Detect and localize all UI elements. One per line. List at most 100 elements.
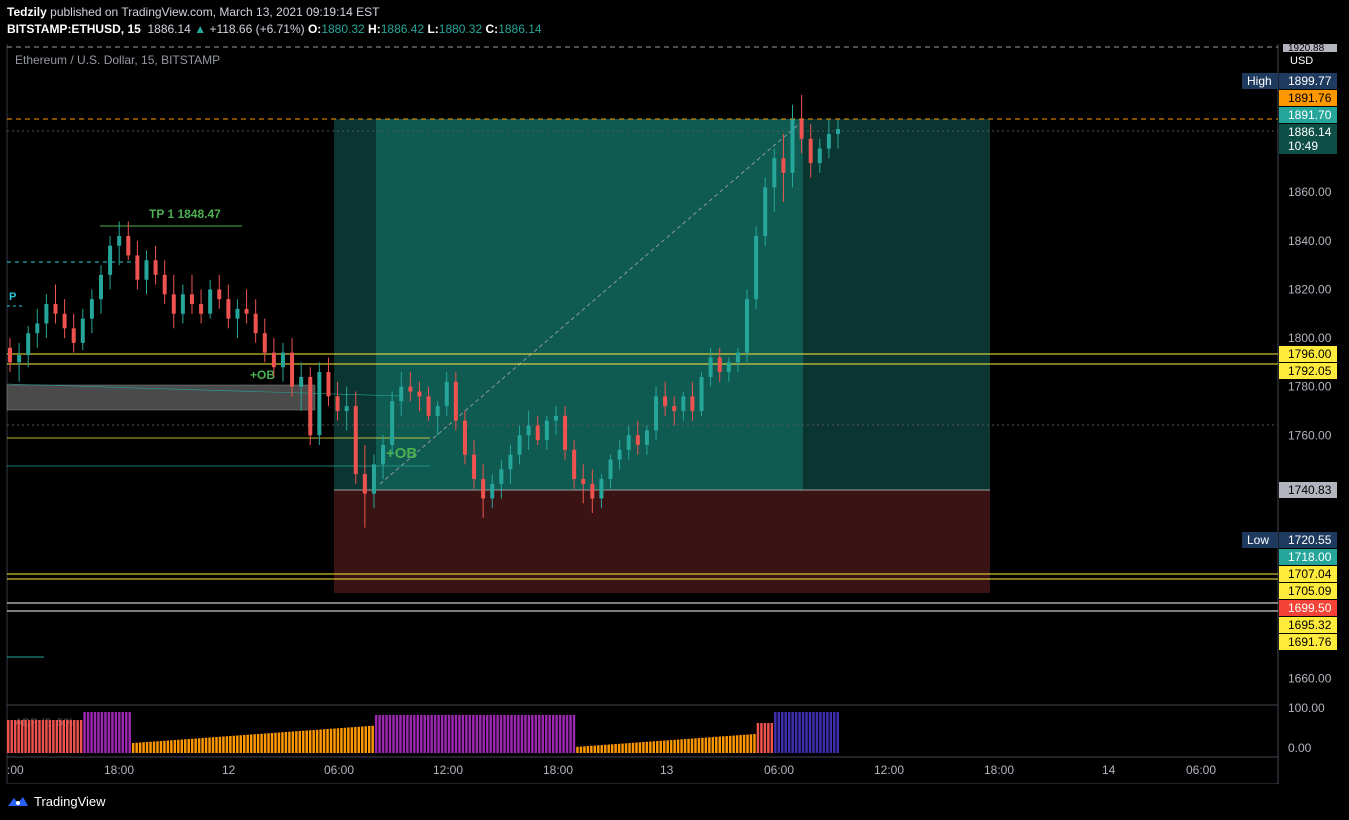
candle-body [544, 420, 549, 441]
adr-bar [409, 715, 413, 753]
adr-bar [402, 715, 406, 753]
price-tag-value: 1705.09 [1288, 584, 1332, 598]
adr-bar [704, 737, 708, 753]
adr-bar [236, 735, 239, 753]
adr-bar [739, 735, 742, 753]
adr-bar [45, 720, 48, 753]
candle-body [781, 158, 786, 173]
candle-body [635, 435, 640, 445]
adr-bar [86, 712, 90, 753]
adr-bar [413, 715, 416, 753]
candle-body [353, 406, 358, 475]
adr-bar [610, 744, 614, 753]
adr-bar [791, 712, 794, 753]
adr-bar [48, 720, 52, 753]
ohlc-line: BITSTAMP:ETHUSD, 15 1886.14 ▲ +118.66 (+… [7, 22, 542, 36]
adr-bar [812, 712, 815, 753]
currency-label[interactable]: USD [1290, 55, 1313, 67]
adr-bar [315, 729, 319, 753]
adr-bar [72, 720, 76, 753]
adr-bar [808, 712, 812, 753]
adr-bar [7, 720, 10, 753]
adr-bar [90, 712, 93, 753]
candle-body [390, 401, 395, 445]
adr-bar [374, 715, 378, 753]
time-tick-label: 12:00 [874, 763, 904, 777]
adr-bar [347, 727, 350, 753]
adr-bar [308, 730, 312, 753]
adr-bar [423, 715, 426, 753]
candle-body [26, 333, 31, 356]
candle-body [836, 129, 840, 134]
candle-body [208, 289, 213, 314]
adr-bar [420, 715, 423, 753]
candle-body [690, 396, 695, 411]
candle-body [599, 478, 604, 499]
time-axis[interactable]: :00 18:00 12 06:00 12:00 18:00 13 06:00 12:00 18:… [7, 763, 1216, 777]
candle-body [71, 328, 76, 343]
adr-bar [687, 738, 690, 753]
time-tick-label: 12 [222, 763, 236, 777]
adr-bar [24, 720, 27, 753]
candle-body [672, 406, 677, 411]
price-tag [1279, 566, 1337, 582]
candle-body [244, 308, 249, 314]
tp-label[interactable]: TP 1 1848.47 [149, 207, 221, 221]
adr-bar [600, 745, 603, 753]
time-tick-label: 06:00 [324, 763, 354, 777]
price-chart[interactable]: TP 1 1848.47 +OB +OB P Ethereum / U.S. D… [0, 0, 1349, 784]
author-name[interactable]: Tedzily [7, 5, 47, 19]
adr-bar [836, 712, 839, 753]
price-tag-value: 1792.05 [1288, 364, 1332, 378]
candle-body [453, 381, 458, 421]
adr-bar [302, 730, 305, 753]
adr-bar [204, 737, 208, 753]
adr-bar [468, 715, 472, 753]
brand-name[interactable]: TradingView [34, 794, 106, 809]
candle-body [745, 299, 750, 353]
adr-bar [659, 740, 662, 753]
adr-bar [565, 715, 569, 753]
footer: TradingView [0, 784, 1349, 820]
price-tag-value: 1707.04 [1288, 567, 1332, 581]
candle-body [335, 396, 340, 411]
adr-bar [232, 735, 236, 753]
low-value: 1880.32 [438, 22, 483, 36]
candle-body [563, 415, 568, 450]
price-tick-label: 1780.00 [1288, 380, 1332, 394]
ob-label-1[interactable]: +OB [250, 368, 275, 382]
adr-bar [558, 715, 562, 753]
candle-body [517, 435, 522, 455]
chart-legend[interactable]: Ethereum / U.S. Dollar, 15, BITSTAMP [15, 53, 220, 67]
high-value: 1886.42 [380, 22, 425, 36]
adr-bar [541, 715, 544, 753]
adr-bar [27, 720, 31, 753]
high-key: H: [368, 22, 381, 36]
adr-bar [284, 732, 288, 753]
price-tick-label: 1660.00 [1288, 671, 1332, 685]
adr-bar [20, 720, 24, 753]
candle-body [626, 435, 631, 450]
candle-body [435, 406, 440, 416]
adr-bar [194, 738, 197, 753]
candle-body [35, 323, 40, 334]
candle-body [772, 158, 777, 188]
adr-bar [787, 712, 791, 753]
adr-bar [270, 733, 274, 753]
candle-body [171, 294, 176, 314]
tradingview-logo-icon[interactable] [6, 794, 30, 810]
adr-bar [166, 740, 170, 753]
candle-body [490, 483, 495, 499]
symbol-label[interactable]: BITSTAMP:ETHUSD, 15 [7, 22, 141, 36]
time-tick-label: :00 [7, 763, 24, 777]
adr-bar [749, 734, 753, 753]
adr-bar [676, 739, 680, 753]
adr-bar [305, 730, 308, 753]
adr-bar [465, 715, 468, 753]
ob-label-2[interactable]: +OB [386, 445, 417, 462]
candle-body [826, 133, 831, 149]
adr-bar [350, 727, 354, 753]
price-tick-label: 1820.00 [1288, 282, 1332, 296]
time-tick-label: 18:00 [984, 763, 1014, 777]
